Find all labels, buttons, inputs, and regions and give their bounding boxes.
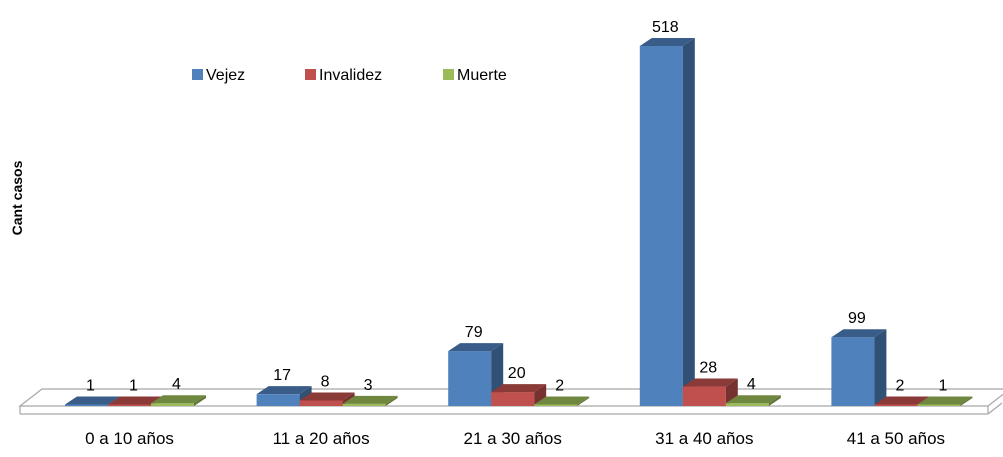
bar-muerte-2 xyxy=(342,395,398,406)
data-label-vejez-2: 17 xyxy=(273,367,291,384)
data-label-vejez-3: 79 xyxy=(465,324,483,341)
data-label-vejez-4: 518 xyxy=(652,19,679,36)
data-label-invalidez-5: 2 xyxy=(895,378,904,395)
data-label-muerte-1: 4 xyxy=(172,376,181,393)
category-label-1: 0 a 10 años xyxy=(85,429,174,448)
data-label-muerte-4: 4 xyxy=(747,376,756,393)
legend-label-vejez: Vejez xyxy=(206,67,245,84)
bar-muerte-3 xyxy=(534,396,590,406)
legend-label-invalidez: Invalidez xyxy=(319,67,382,84)
data-label-invalidez-4: 28 xyxy=(699,360,717,377)
legend-swatch-invalidez xyxy=(305,69,316,80)
bar-vejez-5 xyxy=(831,329,887,406)
data-label-invalidez-2: 8 xyxy=(321,373,330,390)
bars xyxy=(65,38,973,406)
category-labels: 0 a 10 años 11 a 20 años 21 a 30 años 31 a … xyxy=(85,429,945,448)
category-label-3: 21 a 30 años xyxy=(464,429,562,448)
legend-swatch-muerte xyxy=(443,69,454,80)
data-label-vejez-1: 1 xyxy=(86,378,95,395)
category-label-2: 11 a 20 años xyxy=(273,429,370,448)
category-label-4: 31 a 40 años xyxy=(655,429,753,448)
data-label-muerte-3: 2 xyxy=(555,378,564,395)
category-label-5: 41 a 50 años xyxy=(847,429,945,448)
legend-item-muerte: Muerte xyxy=(443,67,507,84)
bar-muerte-4 xyxy=(725,395,781,406)
data-label-muerte-2: 3 xyxy=(364,377,373,394)
legend-item-vejez: Vejez xyxy=(192,67,245,84)
data-labels: 1 1 4 17 8 3 79 20 2 518 28 4 99 2 1 xyxy=(86,19,947,395)
bar-vejez-4 xyxy=(639,38,695,406)
data-label-muerte-5: 1 xyxy=(938,378,947,395)
bar-invalidez-3 xyxy=(491,384,547,406)
data-label-invalidez-3: 20 xyxy=(508,365,526,382)
data-label-invalidez-1: 1 xyxy=(129,378,138,395)
y-axis-label: Cant casos xyxy=(9,160,25,235)
bar-muerte-1 xyxy=(151,395,206,406)
legend: Vejez Invalidez Muerte xyxy=(192,67,507,84)
legend-label-muerte: Muerte xyxy=(457,67,507,84)
data-label-vejez-5: 99 xyxy=(848,310,866,327)
legend-swatch-vejez xyxy=(192,69,203,80)
legend-item-invalidez: Invalidez xyxy=(305,67,382,84)
bar-muerte-5 xyxy=(917,396,973,406)
